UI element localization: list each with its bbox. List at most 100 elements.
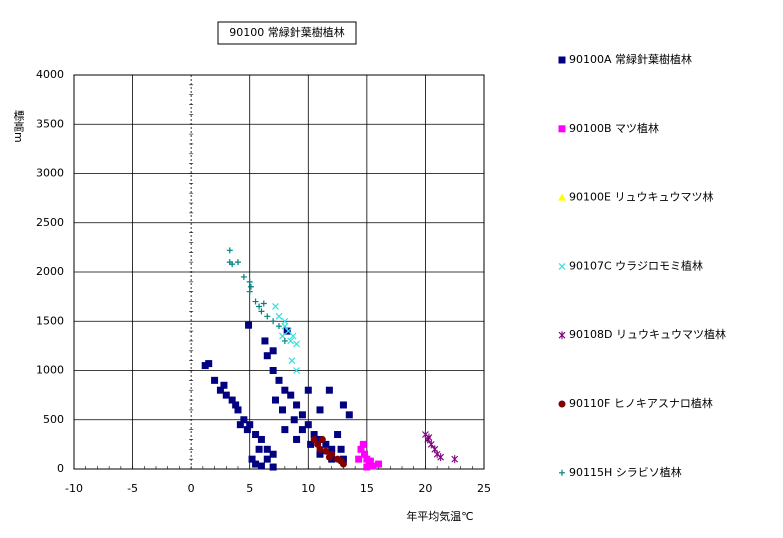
point — [252, 431, 260, 439]
point — [248, 455, 256, 463]
point — [310, 431, 318, 439]
legend-label: 90100B マツ植林 — [569, 121, 659, 135]
point — [339, 460, 347, 468]
point — [281, 317, 289, 325]
legend-marker — [558, 331, 566, 340]
point — [425, 433, 433, 442]
point — [246, 421, 254, 429]
point — [363, 463, 371, 471]
point — [345, 411, 353, 419]
point — [229, 261, 236, 268]
point — [359, 440, 367, 448]
point — [316, 445, 324, 453]
point — [298, 411, 306, 419]
point — [269, 450, 277, 458]
point — [269, 463, 277, 471]
point — [281, 386, 289, 394]
point — [366, 457, 374, 465]
point — [288, 357, 296, 365]
point — [252, 460, 260, 468]
point — [281, 337, 288, 344]
point — [269, 347, 277, 355]
y-tick-label: 0 — [57, 462, 64, 475]
point — [275, 312, 283, 320]
point — [363, 455, 371, 463]
point — [270, 318, 277, 325]
point — [437, 453, 445, 462]
x-tick-label: 15 — [360, 482, 374, 495]
point — [318, 435, 326, 443]
point — [222, 391, 230, 399]
x-axis-label: 年平均気温℃ — [406, 509, 473, 523]
point — [293, 401, 301, 409]
point — [205, 360, 213, 368]
point — [240, 273, 247, 280]
point — [232, 401, 240, 409]
x-tick-label: -5 — [127, 482, 138, 495]
point — [235, 259, 241, 266]
point — [293, 367, 300, 374]
point — [325, 386, 333, 394]
x-tick-label: 0 — [188, 482, 195, 495]
point — [220, 381, 228, 389]
point — [316, 406, 324, 414]
point — [304, 386, 312, 394]
point — [290, 416, 298, 424]
legend-label: 90107C ウラジロモミ植林 — [569, 258, 703, 272]
y-tick-label: 2500 — [36, 216, 64, 229]
point — [252, 298, 259, 305]
point — [257, 462, 265, 470]
point — [264, 313, 271, 320]
point — [263, 445, 271, 453]
point — [211, 376, 219, 384]
y-tick-label: 3000 — [36, 167, 64, 180]
x-tick-label: -10 — [65, 482, 83, 495]
point — [236, 421, 244, 429]
point — [257, 435, 265, 443]
y-tick-label: 1000 — [36, 364, 64, 377]
point — [281, 426, 289, 434]
point — [279, 406, 287, 414]
point — [322, 440, 330, 448]
x-tick-label: 25 — [477, 482, 491, 495]
y-tick-label: 4000 — [36, 68, 64, 81]
x-tick-label: 20 — [418, 482, 432, 495]
point — [283, 327, 291, 335]
x-tick-label: 10 — [301, 482, 315, 495]
point — [451, 455, 459, 464]
point — [275, 376, 283, 384]
point — [271, 396, 279, 404]
point — [361, 450, 369, 458]
point — [255, 445, 263, 453]
point — [293, 435, 301, 443]
point — [243, 426, 251, 434]
point — [234, 406, 242, 414]
point — [322, 447, 330, 455]
point — [256, 303, 263, 310]
chart-title: 90100 常緑針葉樹植林 — [229, 25, 345, 39]
point — [269, 367, 277, 374]
point — [246, 288, 253, 295]
point — [260, 300, 267, 307]
point — [375, 460, 383, 468]
point — [298, 426, 306, 434]
point — [369, 462, 377, 470]
legend-marker — [558, 56, 566, 64]
point — [337, 445, 345, 453]
point — [357, 445, 365, 453]
point — [289, 332, 297, 340]
point — [240, 416, 248, 424]
point — [316, 450, 324, 458]
y-tick-label: 2000 — [36, 265, 64, 278]
legend-label: 90100E リュウキュウマツ林 — [569, 190, 713, 204]
point — [226, 247, 233, 254]
point — [245, 321, 253, 329]
legend-label: 90115H シラビソ植林 — [569, 465, 682, 479]
point — [334, 431, 342, 439]
point — [228, 396, 236, 404]
legend-marker — [558, 193, 566, 201]
point — [325, 453, 333, 461]
point — [287, 337, 295, 345]
point — [339, 401, 347, 409]
